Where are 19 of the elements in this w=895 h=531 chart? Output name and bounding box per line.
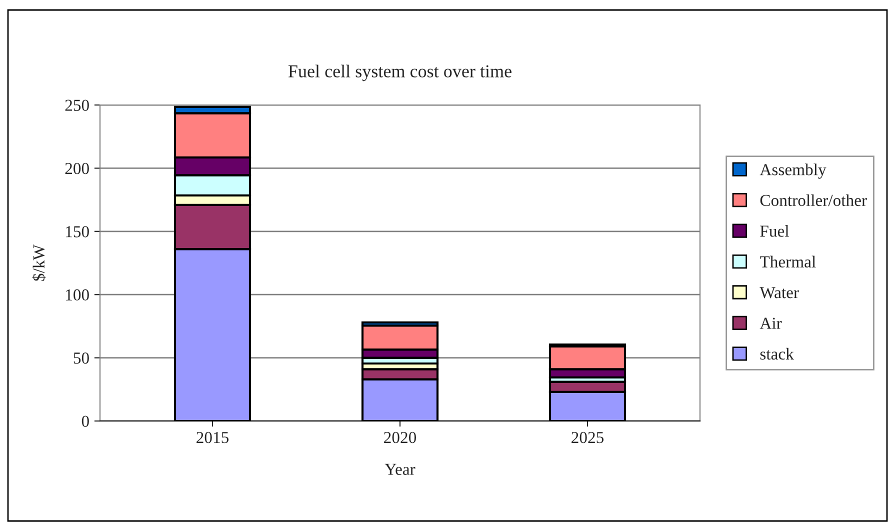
x-tick-label: 2020: [384, 432, 416, 444]
legend-label: Controller/other: [760, 194, 867, 206]
y-tick-label: 0: [82, 416, 89, 427]
chart-title: Fuel cell system cost over time: [288, 64, 512, 82]
y-tick-label: 50: [74, 352, 89, 364]
legend-label: Air: [760, 318, 782, 329]
x-axis-title: Year: [384, 464, 416, 475]
y-tick-label: 200: [65, 162, 89, 174]
y-axis-title: $/kW: [32, 244, 46, 281]
x-tick-label: 2015: [196, 432, 229, 444]
x-tick-label: 2025: [572, 432, 604, 444]
legend-label: Water: [760, 287, 799, 298]
y-tick-label: 250: [65, 100, 89, 111]
legend-label: Fuel: [760, 225, 789, 237]
legend-label: Thermal: [760, 256, 816, 268]
y-tick-label: 150: [66, 226, 89, 238]
legend-label: Assembly: [760, 164, 826, 179]
legend-label: stack: [760, 348, 794, 360]
y-tick-label: 100: [66, 289, 89, 301]
